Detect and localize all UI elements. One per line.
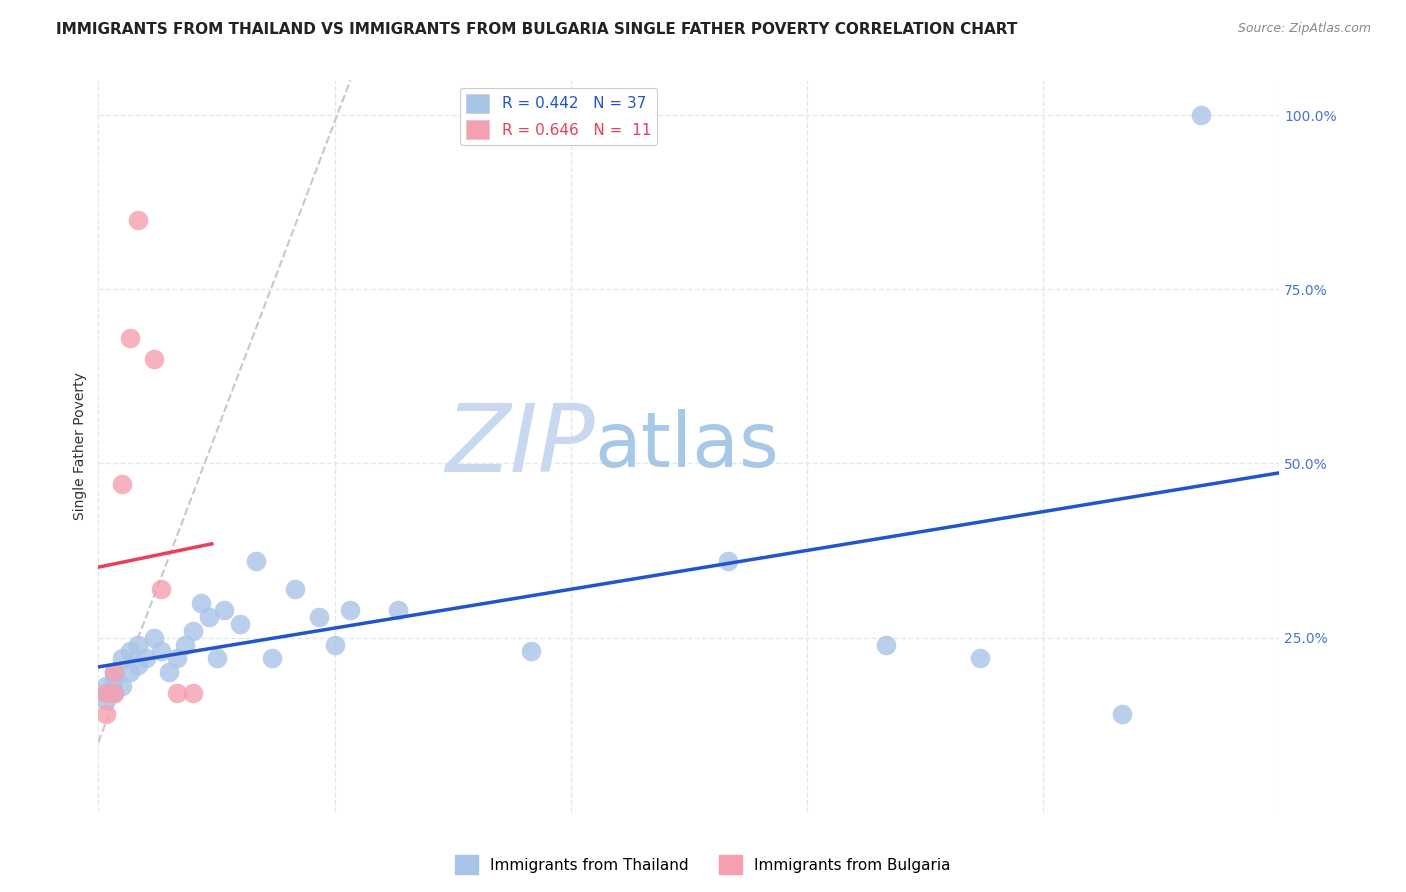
Point: [717, 554, 740, 568]
Point: [103, 665, 125, 680]
Point: [142, 631, 165, 645]
Point: [387, 603, 409, 617]
Point: [197, 609, 219, 624]
Point: [214, 603, 236, 617]
Point: [181, 686, 204, 700]
Point: [150, 582, 173, 596]
Point: [969, 651, 991, 665]
Point: [166, 651, 188, 665]
Point: [1189, 108, 1212, 122]
Point: [118, 644, 141, 658]
Point: [111, 477, 134, 491]
Point: [166, 686, 188, 700]
Point: [127, 212, 149, 227]
Point: [339, 603, 361, 617]
Point: [323, 638, 346, 652]
Point: [875, 638, 897, 652]
Point: [111, 651, 134, 665]
Point: [96, 686, 118, 700]
Text: IMMIGRANTS FROM THAILAND VS IMMIGRANTS FROM BULGARIA SINGLE FATHER POVERTY CORRE: IMMIGRANTS FROM THAILAND VS IMMIGRANTS F…: [56, 22, 1018, 37]
Point: [181, 624, 204, 638]
Point: [103, 686, 125, 700]
Point: [1111, 707, 1133, 722]
Point: [103, 673, 125, 687]
Point: [260, 651, 283, 665]
Point: [127, 638, 149, 652]
Legend: R = 0.442   N = 37, R = 0.646   N =  11: R = 0.442 N = 37, R = 0.646 N = 11: [460, 88, 657, 145]
Point: [118, 331, 141, 345]
Point: [111, 679, 134, 693]
Text: atlas: atlas: [595, 409, 779, 483]
Point: [520, 644, 543, 658]
Text: Source: ZipAtlas.com: Source: ZipAtlas.com: [1237, 22, 1371, 36]
Point: [96, 693, 118, 707]
Legend: Immigrants from Thailand, Immigrants from Bulgaria: Immigrants from Thailand, Immigrants fro…: [449, 849, 957, 880]
Y-axis label: Single Father Poverty: Single Father Poverty: [73, 372, 87, 520]
Point: [284, 582, 307, 596]
Point: [135, 651, 157, 665]
Point: [96, 679, 118, 693]
Point: [103, 665, 125, 680]
Point: [205, 651, 228, 665]
Point: [229, 616, 252, 631]
Point: [96, 686, 118, 700]
Text: ZIP: ZIP: [444, 401, 595, 491]
Point: [103, 686, 125, 700]
Point: [190, 596, 212, 610]
Point: [118, 665, 141, 680]
Point: [96, 707, 118, 722]
Point: [308, 609, 330, 624]
Point: [174, 638, 197, 652]
Point: [127, 658, 149, 673]
Point: [245, 554, 267, 568]
Point: [150, 644, 173, 658]
Point: [142, 351, 165, 366]
Point: [157, 665, 180, 680]
